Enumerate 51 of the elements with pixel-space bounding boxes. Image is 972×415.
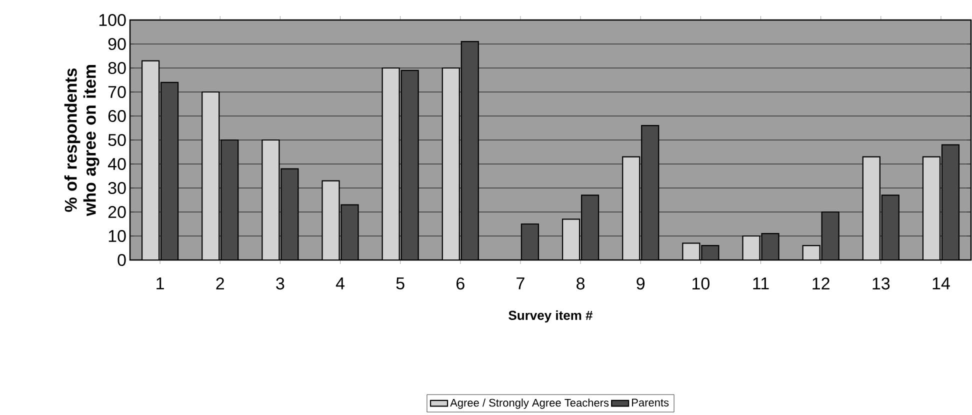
- x-tick-label: 3: [276, 278, 284, 290]
- bar: [442, 68, 460, 260]
- x-tick-label: 8: [576, 278, 585, 290]
- bar: [281, 168, 298, 260]
- x-tick-label: 9: [636, 278, 645, 290]
- y-tick-label: 10: [108, 230, 126, 242]
- y-tick-label: 40: [108, 158, 126, 170]
- x-tick-label: 11: [753, 278, 769, 290]
- y-tick-label: 0: [118, 254, 126, 266]
- bar: [461, 42, 478, 260]
- x-tick-label: 10: [692, 278, 710, 290]
- x-tick-label: 1: [156, 278, 164, 290]
- bar: [642, 126, 659, 260]
- x-tick-label: 14: [932, 278, 950, 290]
- x-tick-label: 12: [812, 278, 830, 290]
- legend-label: Agree / Strongly Agree Teachers: [450, 398, 609, 409]
- x-tick-label: 2: [216, 278, 224, 290]
- bar: [822, 212, 839, 260]
- bar: [582, 195, 599, 260]
- y-tick-label: 60: [108, 110, 126, 122]
- y-tick-label: 70: [108, 86, 126, 98]
- bar: [202, 92, 220, 260]
- bar: [521, 224, 538, 260]
- x-tick-label: 4: [336, 278, 344, 290]
- legend-label: Parents: [632, 398, 669, 406]
- y-tick-label: 20: [108, 206, 126, 218]
- bar: [622, 156, 640, 260]
- x-tick-label: 6: [456, 278, 464, 290]
- bar: [142, 60, 160, 260]
- x-tick-label: 5: [396, 278, 404, 290]
- bar: [401, 70, 418, 260]
- bar: [562, 219, 580, 260]
- x-tick-label: 13: [872, 278, 890, 290]
- y-tick-label: 80: [108, 62, 126, 74]
- bar: [682, 243, 700, 260]
- bar: [161, 82, 178, 260]
- bar: [221, 140, 238, 260]
- bar: [941, 144, 960, 260]
- y-axis-title: % of respondents who agree on item: [64, 65, 100, 216]
- y-tick-label: 30: [108, 182, 126, 194]
- y-tick-label: 50: [108, 134, 126, 146]
- y-tick-label: 90: [108, 38, 126, 50]
- y-tick-label: 100: [99, 14, 126, 26]
- bar: [382, 68, 400, 260]
- bar: [862, 156, 880, 260]
- x-tick-label: 7: [516, 278, 524, 290]
- bar: [922, 156, 941, 260]
- x-axis-title: Survey item #: [508, 310, 593, 323]
- bar: [882, 195, 899, 260]
- bar: [322, 180, 340, 260]
- bar: [262, 140, 280, 260]
